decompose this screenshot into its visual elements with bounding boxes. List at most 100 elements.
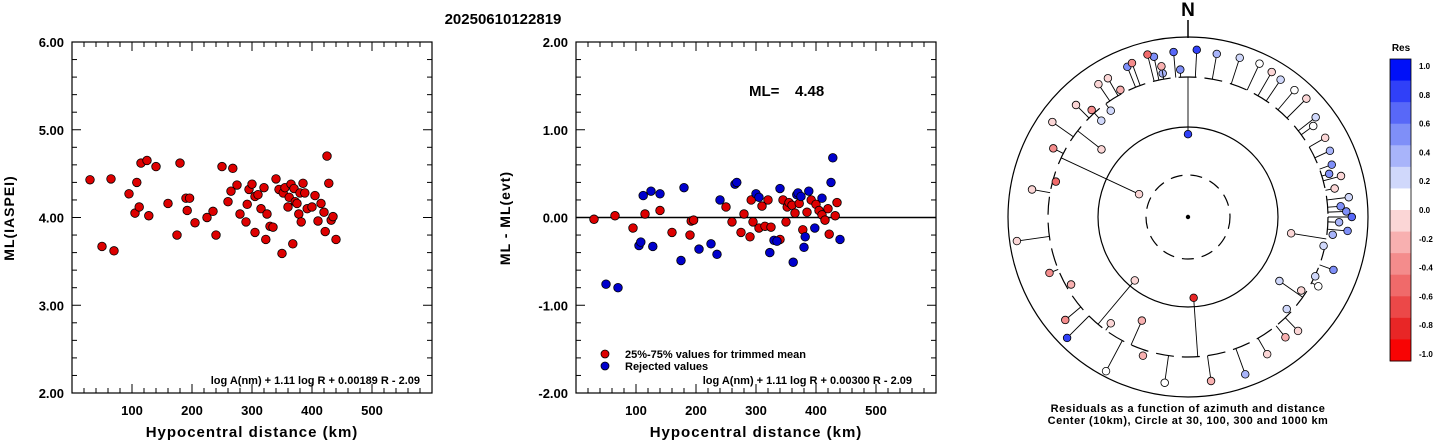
station-marker (1235, 53, 1244, 62)
station-marker (1157, 62, 1166, 71)
station-marker (1276, 75, 1285, 84)
left-y-tick-label: 5.00 (39, 123, 64, 138)
left-data-point (283, 202, 293, 212)
station-leader-line (1016, 236, 1050, 242)
colorbar-tick-label: 0.4 (1419, 148, 1431, 157)
residual-colorbar: Res 1.0 0.8 0.6 0.4 0.2 0.0 -0.2 -0.4 -0.6 -0.8 -1… (1389, 43, 1433, 362)
polar-caption-2: Center (10km), Circle at 30, 100, 300 an… (1048, 415, 1329, 427)
left-data-point (163, 198, 173, 209)
left-data-point (298, 178, 308, 188)
left-y-tick-label: 2.00 (39, 386, 64, 401)
station-leader-line (1279, 280, 1303, 298)
station-marker (1097, 145, 1106, 154)
left-y-axis-label: ML(IASPEI) (1, 175, 17, 260)
station-leader-line (1265, 79, 1281, 102)
middle-data-point (835, 234, 845, 245)
left-data-point (316, 198, 326, 209)
middle-data-point (601, 279, 611, 289)
left-data-point (324, 178, 334, 188)
legend-label-rejected: Rejected values (625, 361, 708, 373)
station-marker (1290, 85, 1299, 95)
station-marker (1319, 241, 1328, 251)
left-data-point (288, 239, 298, 249)
station-leader-line (1097, 280, 1136, 325)
ring-1000km (1007, 36, 1369, 398)
middle-data-point (800, 232, 810, 242)
middle-data-point (688, 215, 699, 225)
ml-annotation-value: 4.48 (795, 83, 824, 100)
middle-data-point (646, 186, 656, 196)
station-marker (1134, 189, 1144, 199)
station-marker (1189, 293, 1198, 303)
left-scatter-chart: 2.00 3.00 4.00 5.00 6.00 100 200 300 400 500 log … (1, 35, 433, 441)
middle-formula: log A(nm) + 1.11 log R + 0.00300 R - 2.0… (703, 375, 912, 387)
middle-x-axis-label: Hypocentral distance (km) (650, 424, 863, 441)
middle-data-point (638, 190, 648, 201)
left-data-point (307, 202, 317, 212)
station-marker (1143, 50, 1152, 59)
left-data-point (277, 248, 287, 259)
station-marker (1314, 282, 1323, 291)
station-marker (1169, 47, 1178, 57)
middle-data-point (613, 283, 623, 293)
middle-data-point (830, 211, 840, 221)
middle-data-point (589, 214, 599, 224)
station-marker (1103, 74, 1113, 83)
station-marker (1087, 105, 1096, 115)
left-data-point (328, 211, 338, 222)
left-data-point (106, 174, 116, 184)
middle-data-point (739, 209, 749, 219)
middle-data-point (775, 183, 785, 194)
station-marker (1048, 117, 1057, 127)
station-marker (1293, 326, 1303, 336)
station-leader-line (1235, 348, 1246, 375)
left-data-point (256, 204, 266, 214)
colorbar-cell (1390, 317, 1411, 340)
left-data-point (85, 175, 95, 185)
station-leader-line (1077, 130, 1102, 150)
middle-x-tick-label: 200 (685, 403, 707, 418)
colorbar-cell (1390, 145, 1411, 168)
station-marker (1137, 316, 1147, 325)
middle-data-point (706, 239, 716, 249)
middle-axis-ticks: -2.00 -1.00 0.00 1.00 2.00 100 200 300 400 500 (538, 35, 936, 418)
left-data-point (97, 241, 107, 252)
middle-x-tick-label: 500 (865, 403, 887, 418)
middle-data-point (655, 189, 665, 199)
left-data-point (142, 155, 152, 166)
station-leader-line (1207, 355, 1212, 382)
station-marker (1127, 58, 1137, 68)
left-data-point (228, 163, 238, 174)
middle-data-point (628, 223, 638, 233)
middle-data-point (748, 217, 758, 227)
colorbar-cell (1390, 59, 1411, 82)
middle-data-point (772, 236, 782, 246)
middle-data-point (694, 244, 704, 254)
left-data-point (331, 234, 341, 245)
left-data-points (85, 151, 341, 259)
station-marker (1206, 376, 1216, 386)
left-x-tick-label: 400 (301, 403, 323, 418)
colorbar-cells (1390, 59, 1411, 362)
left-axis-ticks: 2.00 3.00 4.00 5.00 6.00 100 200 300 400 500 (39, 35, 432, 418)
left-data-point (235, 209, 245, 219)
station-marker (1183, 129, 1193, 139)
middle-data-point (610, 211, 620, 221)
left-x-tick-label: 500 (361, 403, 383, 418)
left-data-point (313, 216, 323, 226)
station-marker (1106, 319, 1115, 328)
colorbar-tick-label: -0.2 (1419, 235, 1433, 244)
left-data-point (320, 226, 330, 237)
station-marker (1320, 133, 1330, 142)
station-leader-line (1052, 121, 1074, 138)
station-marker (1297, 286, 1306, 295)
colorbar-cell (1390, 188, 1411, 211)
left-data-point (223, 197, 233, 207)
middle-data-point (820, 215, 830, 225)
station-leader-line (1164, 355, 1169, 383)
middle-data-point (823, 204, 833, 214)
left-data-point (208, 206, 218, 217)
page-title: 20250610122819 (445, 11, 562, 28)
middle-data-point (817, 193, 827, 203)
